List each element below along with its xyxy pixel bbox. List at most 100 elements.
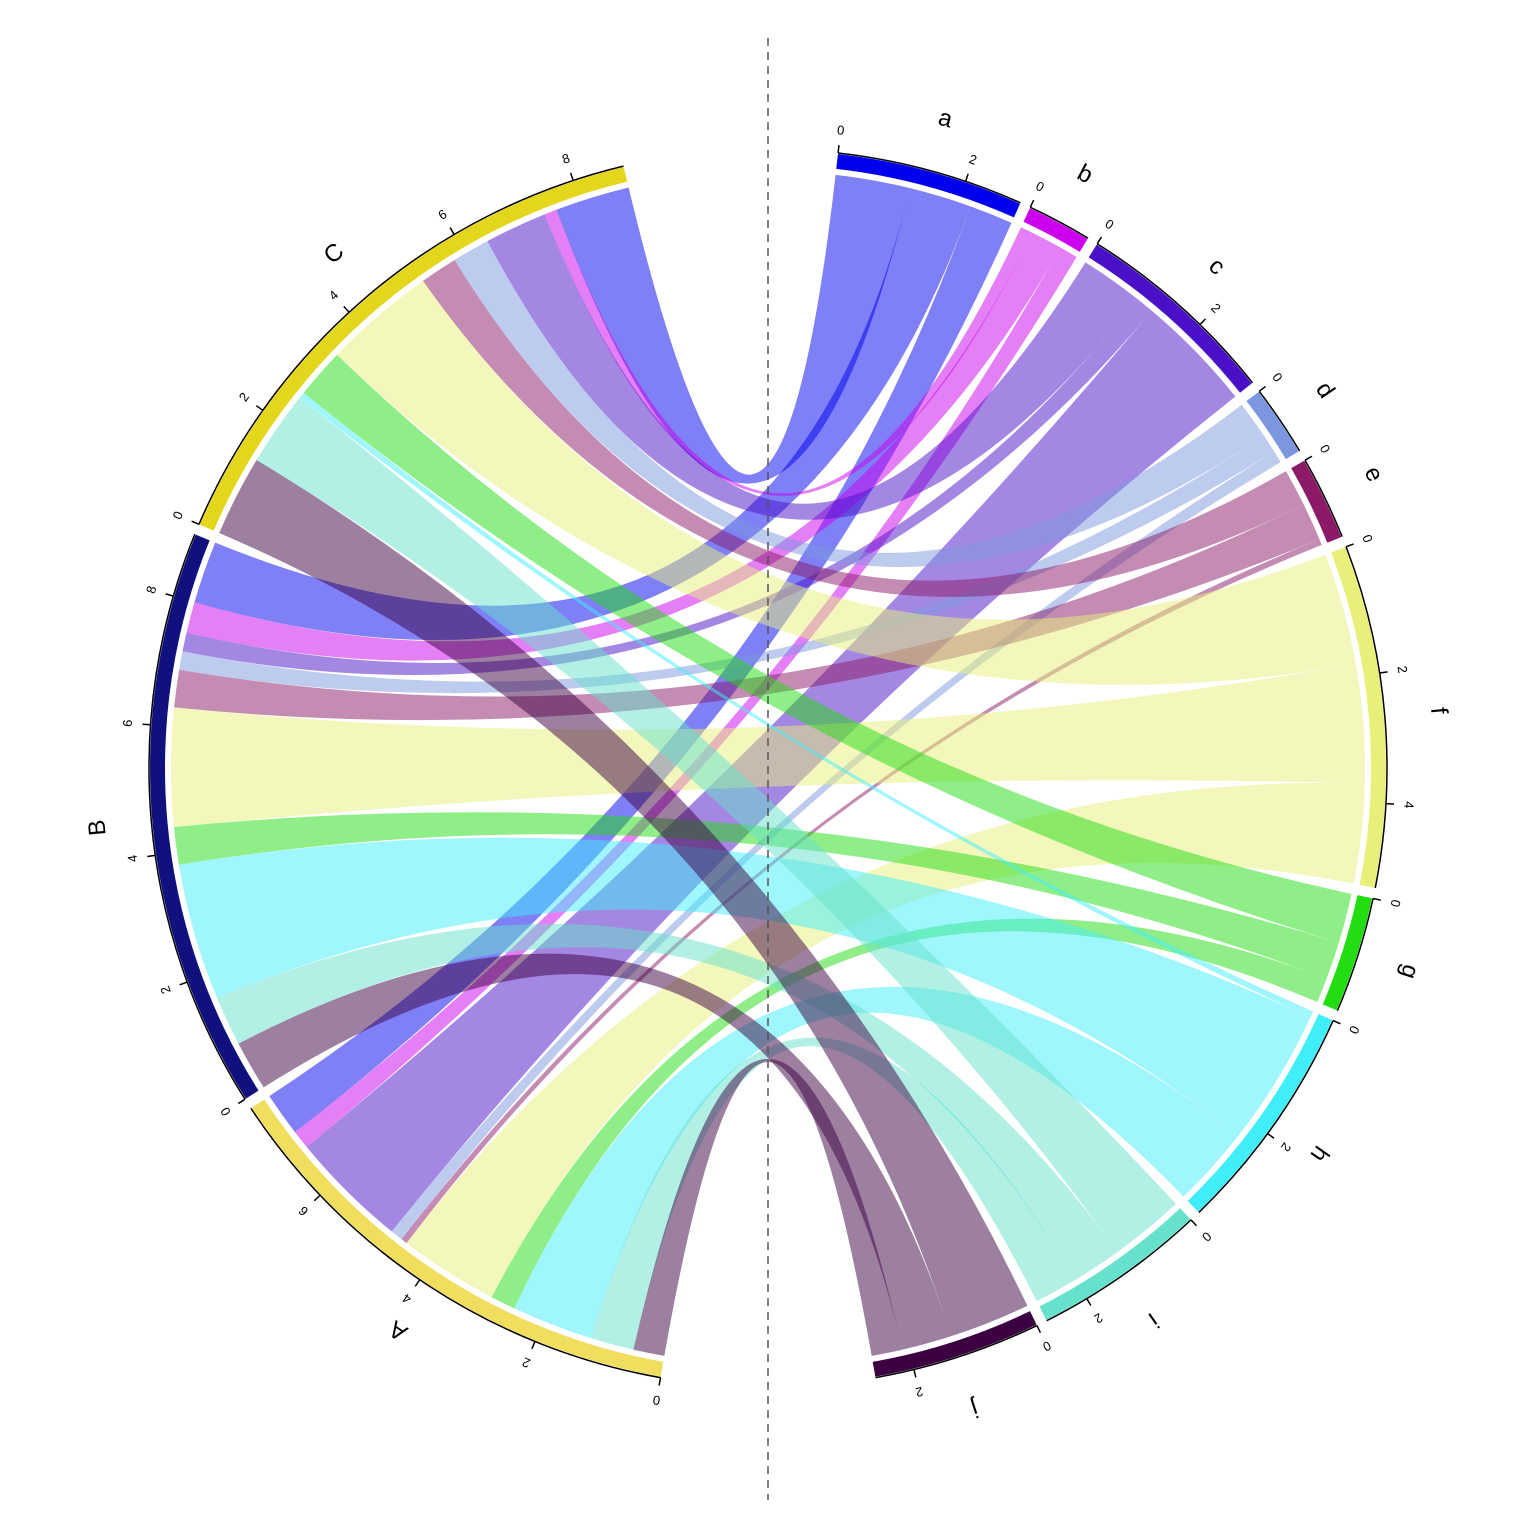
ribbon bbox=[182, 298, 1152, 676]
sector-label: j bbox=[968, 1395, 982, 1423]
ribbon bbox=[487, 214, 1138, 520]
sector bbox=[1291, 460, 1342, 543]
sector-axis bbox=[1304, 459, 1343, 537]
tick-mark bbox=[179, 981, 188, 986]
ribbon bbox=[173, 812, 1339, 979]
tick-mark bbox=[1086, 1298, 1092, 1306]
sector-label: f bbox=[1425, 706, 1452, 715]
ribbon bbox=[238, 953, 952, 1350]
sector-axis bbox=[198, 165, 624, 525]
sector-axis bbox=[1345, 546, 1388, 889]
tick-mark bbox=[1379, 671, 1388, 674]
ribbon bbox=[194, 188, 971, 640]
tick-label: 0 bbox=[836, 122, 845, 138]
tick-label: 2 bbox=[1394, 665, 1410, 674]
tick-mark bbox=[165, 593, 174, 597]
tick-label: 2 bbox=[914, 1384, 925, 1400]
tick-mark bbox=[1345, 543, 1354, 548]
ribbon bbox=[303, 354, 1352, 943]
tick-label: 0 bbox=[169, 509, 186, 522]
sector bbox=[872, 1311, 1037, 1377]
sector bbox=[1322, 895, 1373, 1011]
tick-label: 6 bbox=[295, 1203, 311, 1219]
sector-label: B bbox=[83, 818, 111, 836]
sector-axis bbox=[1046, 1219, 1192, 1322]
tick-label: 0 bbox=[1199, 1229, 1215, 1245]
tick-label: 2 bbox=[1208, 300, 1224, 316]
tick-label: 2 bbox=[1278, 1140, 1294, 1155]
tick-label: 8 bbox=[143, 584, 159, 595]
tick-mark bbox=[147, 854, 156, 858]
sector bbox=[1039, 1208, 1191, 1320]
tick-mark bbox=[658, 1377, 662, 1386]
ribbon bbox=[556, 174, 911, 484]
tick-label: 0 bbox=[1317, 442, 1334, 456]
tick-mark bbox=[1029, 199, 1035, 208]
tick-label: 2 bbox=[520, 1355, 532, 1372]
tick-mark bbox=[142, 723, 151, 726]
tick-label: 2 bbox=[236, 390, 252, 405]
sector-axis bbox=[148, 534, 246, 1100]
tick-mark bbox=[313, 1194, 321, 1202]
sector-axis bbox=[1336, 898, 1374, 1011]
sector-axis bbox=[250, 1107, 661, 1379]
tick-label: 0 bbox=[1359, 532, 1376, 544]
sector-axis bbox=[1096, 243, 1254, 384]
tick-label: 4 bbox=[326, 287, 341, 303]
ribbon bbox=[178, 837, 1311, 1136]
tick-mark bbox=[1267, 1132, 1275, 1139]
ribbon bbox=[219, 460, 1028, 1337]
tick-mark bbox=[1096, 236, 1103, 245]
tick-label: 0 bbox=[1388, 898, 1404, 908]
sector-label: b bbox=[1073, 159, 1098, 189]
sector bbox=[149, 534, 259, 1099]
tick-label: 0 bbox=[217, 1104, 234, 1118]
sector-axis bbox=[837, 152, 1021, 204]
ribbon bbox=[269, 206, 1012, 1133]
tick-mark bbox=[449, 227, 455, 235]
sector-axis bbox=[875, 1324, 1038, 1379]
tick-mark bbox=[913, 1369, 917, 1378]
sector-label: c bbox=[1203, 252, 1230, 280]
tick-label: 4 bbox=[1401, 801, 1416, 809]
tick-mark bbox=[1190, 1219, 1198, 1227]
tick-label: 0 bbox=[1269, 370, 1285, 385]
tick-label: 2 bbox=[967, 151, 979, 168]
tick-label: 0 bbox=[1102, 216, 1116, 233]
sector-label: h bbox=[1305, 1141, 1335, 1167]
sector bbox=[1187, 1014, 1333, 1212]
tick-mark bbox=[1258, 385, 1267, 392]
ribbon bbox=[174, 504, 1320, 721]
sector-axis bbox=[1029, 206, 1089, 239]
sector-label: a bbox=[935, 104, 956, 134]
sector-label: C bbox=[319, 238, 350, 270]
tick-label: 0 bbox=[1346, 1024, 1363, 1037]
ribbon bbox=[256, 397, 1177, 1252]
ribbon bbox=[544, 209, 1033, 496]
sector-label: e bbox=[1359, 462, 1389, 486]
sector bbox=[1331, 547, 1386, 888]
tick-mark bbox=[237, 1098, 246, 1105]
tick-mark bbox=[414, 1279, 421, 1287]
tick-label: 0 bbox=[1040, 1338, 1053, 1355]
sector bbox=[1023, 208, 1088, 252]
tick-label: 4 bbox=[400, 1291, 414, 1307]
tick-mark bbox=[1199, 318, 1207, 326]
tick-label: 6 bbox=[120, 719, 135, 727]
sector bbox=[1246, 391, 1299, 460]
tick-mark bbox=[1304, 455, 1313, 461]
sector-label: i bbox=[1144, 1307, 1164, 1332]
sector bbox=[836, 153, 1021, 218]
tick-mark bbox=[1372, 897, 1382, 901]
tick-label: 0 bbox=[1034, 178, 1047, 195]
ribbon bbox=[514, 986, 1239, 1339]
tick-label: 2 bbox=[157, 984, 174, 996]
ribbons bbox=[170, 174, 1365, 1356]
tick-mark bbox=[191, 520, 200, 526]
ribbon bbox=[454, 241, 1264, 568]
tick-label: 2 bbox=[1092, 1310, 1106, 1327]
ribbon bbox=[491, 918, 1327, 1309]
tick-label: 0 bbox=[652, 1392, 662, 1408]
tick-mark bbox=[1332, 1019, 1341, 1025]
sector-label: A bbox=[384, 1315, 412, 1346]
